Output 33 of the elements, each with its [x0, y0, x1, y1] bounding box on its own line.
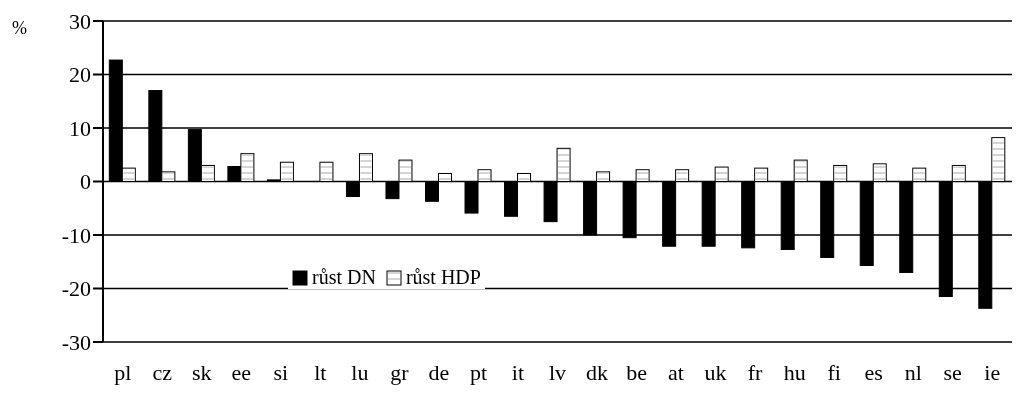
x-tick-label: de	[428, 359, 450, 385]
y-axis-title: %	[12, 18, 27, 39]
x-tick-label: lu	[351, 359, 369, 385]
y-tick-label: 0	[80, 169, 91, 195]
x-tick-label: fi	[827, 359, 841, 385]
x-tick-label: be	[626, 359, 647, 385]
x-tick-label: dk	[586, 359, 609, 385]
x-tick-label: fr	[747, 359, 764, 385]
x-tick-label: hu	[783, 359, 806, 385]
x-tick-label: lv	[548, 359, 567, 385]
x-tick-label: lt	[314, 359, 327, 385]
legend-label: růst HDP	[404, 266, 481, 289]
y-tick-label: -30	[61, 329, 91, 355]
x-tick-label: pt	[469, 359, 488, 385]
y-tick-label: -10	[61, 222, 91, 248]
y-tick-label: -20	[61, 276, 91, 302]
x-tick-label: gr	[390, 359, 410, 385]
x-tick-label: pl	[114, 359, 132, 385]
x-tick-label: se	[943, 359, 962, 385]
x-tick-label: nl	[904, 359, 922, 385]
x-tick-label: it	[511, 359, 525, 385]
x-tick-label: sk	[192, 359, 212, 385]
x-tick-label: at	[668, 359, 685, 385]
x-tick-label: cz	[152, 359, 173, 385]
y-tick-label: 20	[69, 62, 91, 88]
x-tick-label: es	[864, 359, 883, 385]
x-tick-label: ee	[231, 359, 252, 385]
y-tick-label: 30	[69, 8, 91, 34]
x-tick-label: ie	[984, 359, 1001, 385]
x-tick-label: si	[273, 359, 289, 385]
y-tick-label: 10	[69, 115, 91, 141]
legend-label: růst DN	[311, 266, 376, 289]
x-tick-label: uk	[704, 359, 727, 385]
